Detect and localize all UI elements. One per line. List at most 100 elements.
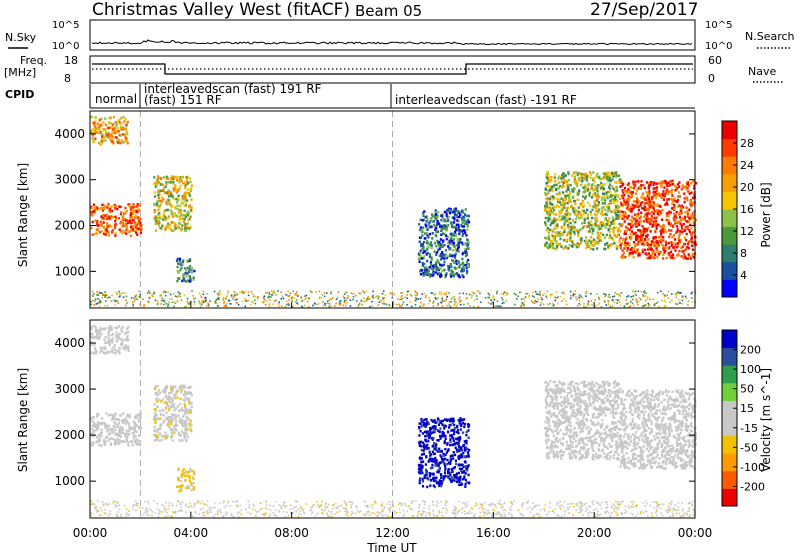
data-cell	[681, 230, 684, 234]
data-cell	[563, 206, 566, 209]
data-cell	[567, 188, 570, 191]
noise-cell	[539, 292, 541, 295]
data-cell	[549, 201, 552, 204]
data-cell	[90, 131, 93, 135]
noise-cell	[185, 305, 188, 308]
data-cell	[90, 341, 93, 344]
noise-cell	[338, 300, 341, 303]
data-cell	[122, 418, 125, 422]
data-cell	[681, 217, 684, 220]
data-cell	[625, 215, 628, 218]
data-cell	[569, 190, 572, 194]
data-cell	[553, 176, 556, 179]
noise-cell	[578, 299, 581, 302]
data-cell	[555, 192, 559, 196]
data-cell	[632, 200, 635, 203]
noise-cell	[277, 303, 280, 305]
noise-cell	[234, 291, 236, 294]
data-cell	[460, 482, 464, 486]
noise-cell	[515, 298, 518, 300]
data-cell	[612, 201, 616, 205]
data-cell	[463, 418, 466, 421]
data-cell	[127, 441, 130, 444]
data-cell	[544, 216, 547, 220]
data-cell	[125, 232, 128, 235]
data-cell	[457, 261, 461, 264]
noise-cell	[199, 305, 202, 308]
data-cell	[139, 414, 142, 417]
noise-cell	[663, 305, 666, 308]
data-cell	[609, 201, 612, 205]
data-cell	[566, 224, 570, 227]
data-cell	[566, 183, 569, 187]
data-cell	[447, 448, 450, 451]
data-cell	[139, 221, 142, 224]
data-cell	[456, 219, 459, 222]
data-cell	[623, 232, 626, 236]
data-cell	[454, 252, 457, 256]
data-cell	[546, 198, 549, 201]
data-cell	[454, 254, 457, 257]
data-cell	[426, 246, 429, 249]
noise-cell	[614, 292, 616, 294]
noise-cell	[300, 297, 302, 299]
data-cell	[100, 206, 103, 210]
data-cell	[91, 420, 94, 423]
data-cell	[155, 216, 158, 219]
data-cell	[576, 210, 579, 213]
data-cell	[173, 211, 177, 215]
data-cell	[634, 238, 638, 241]
data-cell	[560, 173, 564, 177]
noise-cell	[301, 306, 304, 308]
data-cell	[577, 243, 580, 247]
noise-cell	[646, 295, 649, 298]
data-cell	[441, 435, 444, 438]
noise-cell	[539, 290, 541, 293]
noise-cell	[312, 304, 314, 307]
noise-cell	[165, 294, 167, 297]
data-cell	[600, 210, 603, 214]
noise-cell	[331, 298, 333, 300]
data-cell	[123, 432, 126, 436]
data-cell	[184, 227, 187, 230]
noise-cell	[242, 300, 244, 303]
noise-cell	[443, 300, 446, 302]
data-cell	[444, 274, 447, 277]
noise-cell	[254, 296, 257, 298]
noise-cell	[612, 295, 614, 298]
data-cell	[454, 213, 457, 217]
noise-cell	[114, 300, 117, 303]
data-cell	[440, 225, 443, 229]
data-cell	[113, 127, 117, 131]
data-cell	[173, 185, 176, 188]
data-cell	[107, 332, 110, 335]
noise-cell	[396, 304, 398, 306]
noise-cell	[503, 292, 505, 294]
data-cell	[656, 211, 659, 214]
data-cell	[590, 235, 593, 239]
data-cell	[108, 216, 111, 219]
data-cell	[99, 346, 102, 349]
data-cell	[442, 452, 445, 456]
data-cell	[139, 416, 142, 419]
noise-cell	[430, 292, 433, 294]
data-cell	[153, 418, 156, 421]
data-cell	[189, 278, 192, 281]
data-cell	[615, 181, 618, 184]
data-cell	[665, 256, 668, 260]
data-cell	[153, 176, 156, 179]
data-cell	[448, 265, 451, 269]
data-cell	[636, 199, 639, 202]
noise-cell	[225, 305, 228, 308]
data-cell	[587, 240, 590, 244]
data-cell	[92, 431, 95, 434]
data-cell	[450, 423, 453, 426]
data-cell	[545, 241, 548, 245]
noise-cell	[335, 298, 338, 300]
data-cell	[621, 189, 624, 192]
noise-cell	[102, 294, 104, 297]
data-cell	[186, 188, 189, 191]
data-cell	[435, 459, 438, 462]
data-cell	[178, 259, 182, 263]
data-cell	[459, 478, 462, 481]
